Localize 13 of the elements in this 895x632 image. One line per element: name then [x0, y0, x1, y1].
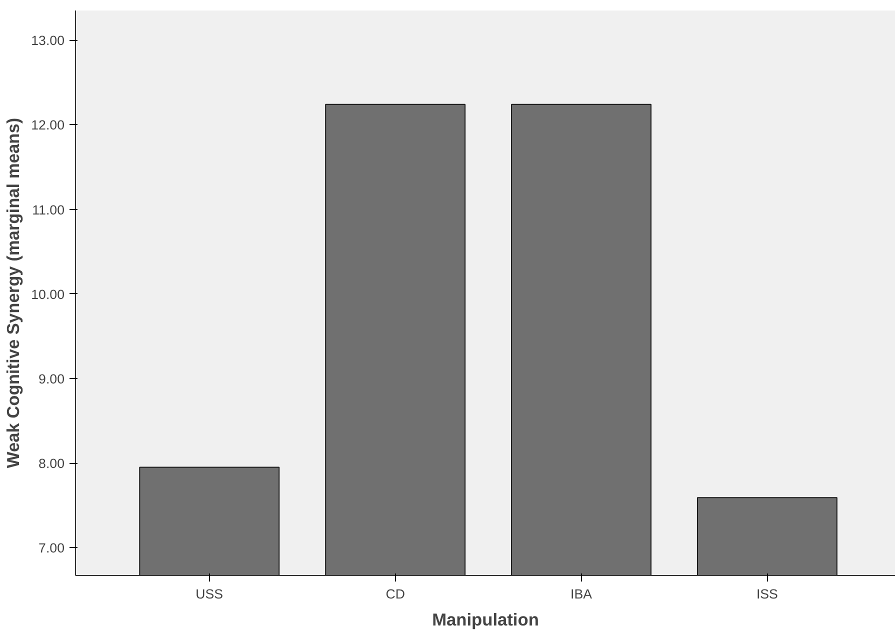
y-tick-label: 13.00 — [31, 33, 65, 48]
x-tick-label: IBA — [570, 586, 592, 602]
y-tick-label: 8.00 — [38, 456, 65, 472]
x-tick-label: USS — [196, 586, 224, 602]
y-tick-label: 9.00 — [38, 371, 65, 386]
y-tick-label: 10.00 — [31, 286, 65, 302]
y-axis-title: Weak Cognitive Synergy (marginal means) — [3, 118, 24, 468]
y-tick-label: 7.00 — [38, 540, 65, 556]
y-tick-label: 12.00 — [31, 118, 65, 133]
y-tick-label: 11.00 — [32, 202, 65, 218]
x-axis-title: Manipulation — [432, 610, 539, 630]
x-tick-label: CD — [386, 586, 405, 602]
x-tick-label: ISS — [756, 586, 778, 602]
